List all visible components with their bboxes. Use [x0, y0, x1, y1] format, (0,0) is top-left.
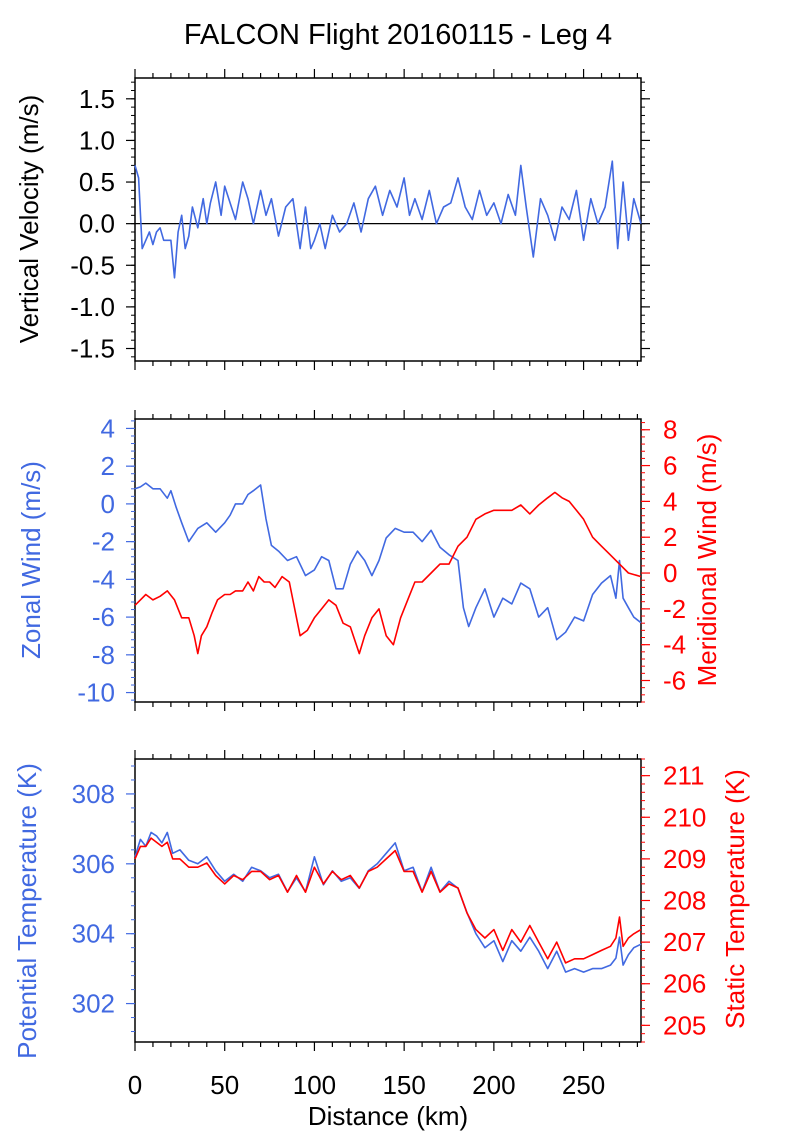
y-tick-label-right: 208: [663, 886, 706, 916]
y-tick-label-right: 211: [663, 761, 704, 791]
y-axis-label: Potential Temperature (K): [12, 763, 42, 1059]
y-axis-label-right: Meridional Wind (m/s): [692, 434, 722, 687]
y-tick-label: 1.5: [79, 84, 115, 114]
y-axis-label-right: Static Temperature (K): [720, 769, 750, 1029]
y-tick-label: 0: [101, 489, 115, 519]
vertical-velocity-panel: -1.5 -1.0 -0.5 0.0 0.5 1.0 1.5 Vertical Veloci…: [14, 69, 650, 370]
y-tick-label: -1.5: [70, 334, 115, 364]
y-tick-label-right: 2: [663, 522, 677, 552]
y-tick-label: -8: [92, 640, 115, 670]
x-tick-label: 0: [128, 1070, 142, 1100]
y-tick-label-right: -2: [663, 594, 686, 624]
x-tick-label: 50: [210, 1070, 239, 1100]
series-line: [134, 491, 642, 655]
x-tick-label: 150: [382, 1070, 425, 1100]
y-tick-label-right: 0: [663, 558, 677, 588]
y-tick-label-right: 209: [663, 844, 706, 874]
y-tick-label-right: -6: [663, 666, 686, 696]
series-line: [134, 482, 642, 641]
y-tick-label: -10: [77, 678, 115, 708]
y-tick-label: 306: [72, 849, 115, 879]
y-tick-label: 4: [101, 413, 115, 443]
y-tick-label-right: 6: [663, 451, 677, 481]
y-tick-label-right: -4: [663, 630, 686, 660]
y-tick-label-right: 4: [663, 486, 677, 516]
series-line: [134, 160, 642, 279]
y-tick-label: -2: [92, 527, 115, 557]
y-tick-label: -1.0: [70, 292, 115, 322]
x-axis-label: Distance (km): [308, 1101, 468, 1131]
winds-panel: -10 -8 -6 -4 -2 0 2 4 -6 -4 -2 0 2 4 6 8 Zonal Wind (m/…: [16, 410, 722, 711]
panel-frame: [134, 758, 642, 1043]
panel-frame: [134, 418, 642, 703]
y-tick-label-right: 206: [663, 969, 706, 999]
x-tick-label: 100: [293, 1070, 336, 1100]
panel-frame: [134, 77, 642, 362]
series-line: [134, 831, 642, 973]
y-tick-label-right: 207: [663, 927, 706, 957]
y-tick-label: -0.5: [70, 250, 115, 280]
y-tick-label: 304: [72, 919, 115, 949]
y-tick-label: 0.5: [79, 167, 115, 197]
y-tick-label: 0.0: [79, 209, 115, 239]
y-tick-label-right: 210: [663, 802, 706, 832]
y-axis-label: Vertical Velocity (m/s): [14, 95, 44, 344]
y-tick-label: -6: [92, 602, 115, 632]
y-tick-label: -4: [92, 564, 115, 594]
y-tick-label: 302: [72, 989, 115, 1019]
y-tick-label-right: 8: [663, 415, 677, 445]
x-tick-label: 200: [472, 1070, 515, 1100]
temperature-panel: 302 304 306 308 205 206 207 208 209 210 211 Potent…: [12, 750, 750, 1059]
figure-title: FALCON Flight 20160115 - Leg 4: [184, 19, 612, 51]
series-line: [134, 837, 642, 964]
y-tick-label: 308: [72, 779, 115, 809]
x-tick-label: 250: [562, 1070, 605, 1100]
x-axis-tick-labels: 0 50 100 150 200 250: [128, 1070, 606, 1100]
y-axis-label: Zonal Wind (m/s): [16, 461, 46, 659]
y-tick-label: 2: [101, 451, 115, 481]
y-tick-label: 1.0: [79, 125, 115, 155]
y-tick-label-right: 205: [663, 1010, 706, 1040]
